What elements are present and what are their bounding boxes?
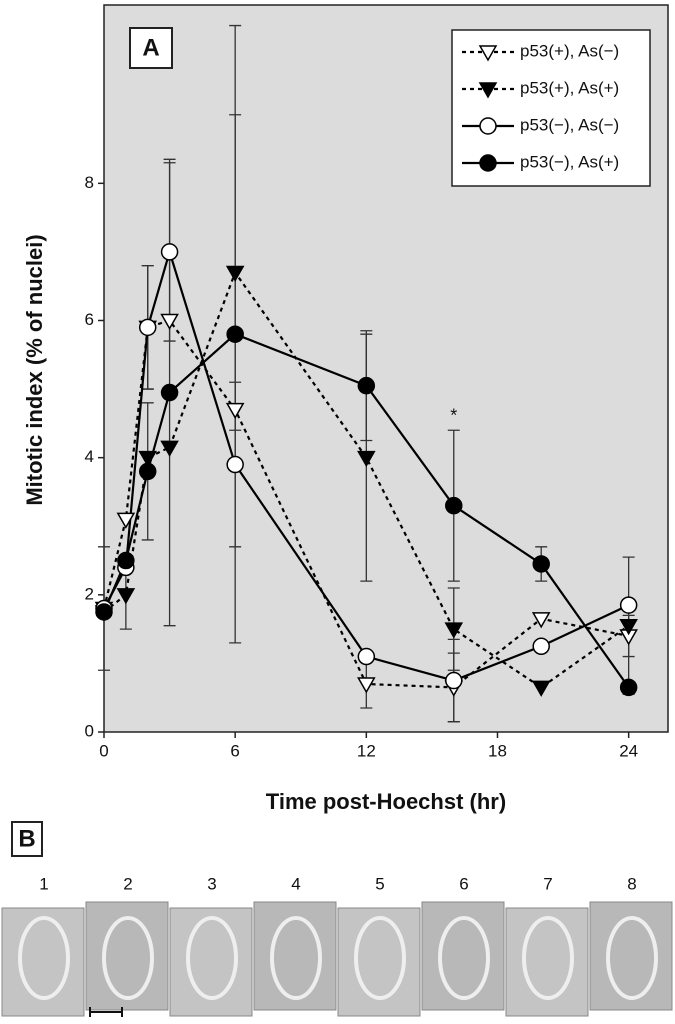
data-point xyxy=(116,512,136,529)
data-point xyxy=(138,318,157,337)
frame-label: 3 xyxy=(207,874,216,893)
panel-label: B xyxy=(18,825,35,852)
cell-shape xyxy=(18,916,70,1000)
y-tick-label: 6 xyxy=(85,310,94,329)
data-point xyxy=(619,618,638,636)
data-point xyxy=(95,603,113,621)
data-point xyxy=(357,450,376,468)
x-tick-label: 24 xyxy=(619,741,638,760)
y-tick-label: 0 xyxy=(85,721,94,740)
data-point xyxy=(225,265,245,282)
y-axis-label: Mitotic index (% of nuclei) xyxy=(22,234,47,505)
data-point xyxy=(116,588,136,605)
data-point xyxy=(226,325,244,343)
data-point xyxy=(532,637,550,656)
data-point xyxy=(619,678,638,697)
data-point xyxy=(138,462,157,481)
legend-label: p53(+), As(−) xyxy=(520,41,619,60)
y-tick-label: 4 xyxy=(85,447,94,466)
frame-label: 4 xyxy=(291,874,300,893)
frame-label: 8 xyxy=(627,874,636,893)
x-tick-label: 0 xyxy=(99,741,108,760)
frame-label: 6 xyxy=(459,874,468,893)
frame-label: 1 xyxy=(39,874,48,893)
x-tick-label: 6 xyxy=(230,741,239,760)
data-point xyxy=(138,450,158,468)
legend-label: p53(−), As(+) xyxy=(520,152,619,171)
cell-shape xyxy=(522,916,574,1000)
frame-label: 7 xyxy=(543,874,552,893)
data-point xyxy=(619,596,638,614)
data-point xyxy=(444,622,464,639)
legend-label: p53(−), As(−) xyxy=(520,115,619,134)
data-point xyxy=(160,440,179,457)
scale-bar xyxy=(89,1007,123,1017)
x-axis-label: Time post-Hoechst (hr) xyxy=(266,789,506,814)
cell-shape xyxy=(354,916,406,1000)
x-tick-label: 18 xyxy=(488,741,507,760)
frame-label: 2 xyxy=(123,874,132,893)
legend-marker xyxy=(479,117,497,135)
data-point xyxy=(160,243,179,261)
panel-label: A xyxy=(142,34,159,61)
data-point xyxy=(160,383,179,402)
frame-label: 5 xyxy=(375,874,384,893)
data-point xyxy=(357,376,376,395)
data-point xyxy=(226,455,244,474)
y-tick-label: 8 xyxy=(85,173,94,192)
annotation: * xyxy=(450,405,457,425)
panel-label-box xyxy=(129,27,173,69)
data-point xyxy=(225,402,245,420)
data-point xyxy=(357,647,376,666)
y-tick-label: 2 xyxy=(85,584,94,603)
data-point xyxy=(160,313,179,331)
data-point xyxy=(117,551,135,570)
cell-shape xyxy=(438,916,490,1000)
panel-label-box xyxy=(11,821,43,857)
data-point xyxy=(531,680,551,697)
data-point xyxy=(531,612,551,629)
legend-marker xyxy=(478,82,498,99)
data-point xyxy=(445,496,463,515)
data-point xyxy=(532,555,550,573)
legend-marker xyxy=(479,154,497,172)
data-point xyxy=(445,671,463,690)
cell-shape xyxy=(606,916,658,1000)
cell-shape xyxy=(270,916,322,1000)
x-tick-label: 12 xyxy=(357,741,376,760)
legend-marker xyxy=(478,45,498,62)
data-point xyxy=(357,677,376,694)
cell-shape xyxy=(102,916,154,1000)
legend-label: p53(+), As(+) xyxy=(520,78,619,97)
cell-shape xyxy=(186,916,238,1000)
